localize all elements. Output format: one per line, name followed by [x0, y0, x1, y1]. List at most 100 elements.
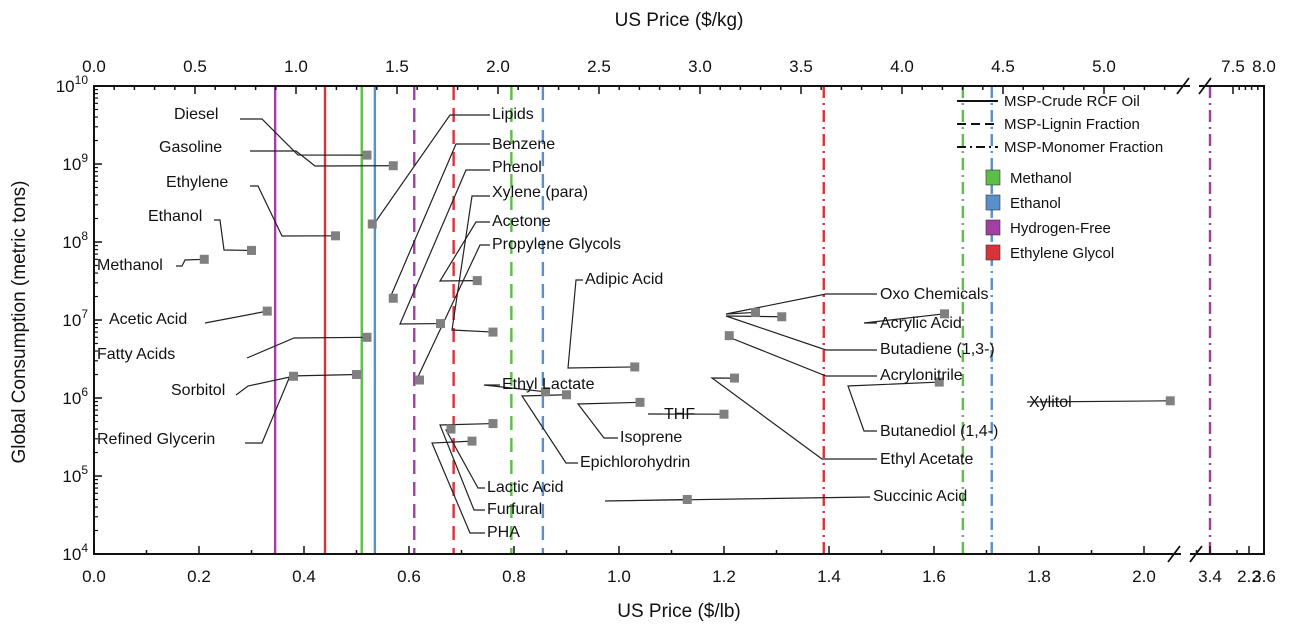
data-point-9 [367, 219, 377, 229]
legend-swatch-1 [985, 194, 1001, 211]
connector-line-20 [445, 428, 485, 489]
connector-line-5 [204, 310, 268, 324]
bottom-tick-label-10: 2.0 [1132, 567, 1156, 586]
y-tick-exp-3: 7 [81, 307, 88, 321]
axis-break-gap-bottom [1181, 551, 1190, 557]
data-point-21 [488, 419, 498, 429]
connector-line-12 [451, 195, 494, 333]
connector-lines-group [176, 114, 1171, 534]
axis-tick-labels-group: 0.0 0.2 0.4 0.6 0.8 1.0 1.2 1.4 1.6 1.8 2.0 2.2 3.4 3… [56, 57, 1276, 586]
data-label-17: Epichlorohydrin [580, 454, 690, 471]
connector-line-28 [847, 381, 940, 432]
data-point-4 [199, 254, 209, 264]
data-point-18 [635, 397, 645, 407]
data-point-6 [362, 332, 372, 342]
legend-line-label-0: MSP-Crude RCF Oil [1004, 93, 1140, 110]
y-tick-base-2: 10 [62, 389, 81, 408]
legend-scenario-label-1: Ethanol [1010, 195, 1061, 212]
y-tick-label-0: 104 [62, 541, 88, 564]
legend-swatch-0 [985, 169, 1001, 186]
data-point-23 [682, 494, 692, 504]
connector-line-18 [576, 401, 641, 439]
data-point-16 [630, 362, 640, 372]
data-label-4: Methanol [97, 257, 163, 274]
top-tick-label-11: 7.5 [1221, 57, 1245, 76]
data-point-22 [467, 436, 477, 446]
bottom-tick-label-8: 1.6 [922, 567, 946, 586]
data-point-19 [719, 409, 729, 419]
connector-line-21 [439, 422, 494, 511]
axis-break-marks [1167, 77, 1212, 563]
connector-line-7 [235, 375, 294, 396]
top-tick-label-9: 4.5 [991, 57, 1015, 76]
connector-line-11 [399, 169, 490, 325]
data-point-25 [940, 309, 949, 319]
data-label-18: Isoprene [620, 429, 682, 446]
data-label-14: Propylene Glycols [492, 236, 621, 253]
data-label-10: Benzene [492, 136, 555, 153]
top-tick-label-0: 0.0 [82, 57, 106, 76]
y-tick-exp-2: 6 [81, 385, 88, 399]
axis-break-mark-1 [1189, 545, 1203, 563]
data-point-8 [352, 370, 361, 380]
data-point-13 [472, 276, 482, 286]
bottom-tick-label-2: 0.4 [292, 567, 316, 586]
data-point-26 [777, 312, 787, 322]
connector-line-24 [725, 293, 877, 315]
data-label-24: Oxo Chemicals [880, 286, 988, 303]
connector-line-23 [604, 496, 871, 502]
y-tick-label-1: 105 [62, 463, 88, 486]
data-label-25: Acrylic Acid [880, 315, 962, 332]
data-label-23: Succinic Acid [873, 488, 967, 505]
y-tick-exp-0: 4 [81, 541, 88, 555]
data-label-2: Ethylene [166, 174, 228, 191]
axis-break-mark-3 [1198, 77, 1212, 95]
data-labels-group: Diesel Gasoline Ethylene Ethanol Methanol Ace… [97, 106, 1072, 541]
bottom-tick-label-6: 1.2 [712, 567, 736, 586]
y-tick-label-4: 108 [62, 229, 88, 252]
connector-line-3 [214, 219, 252, 252]
data-label-22: PHA [487, 524, 520, 541]
legend: MSP-Crude RCF Oil MSP-Lignin Fraction MSP-… [957, 93, 1163, 262]
connector-line-13 [438, 221, 490, 282]
data-label-29: Ethyl Acetate [880, 451, 973, 468]
connector-line-2 [250, 185, 336, 237]
y-tick-exp-1: 5 [81, 463, 88, 477]
data-label-15: Ethyl Lactate [502, 376, 595, 393]
connector-line-8 [245, 373, 357, 444]
y-tick-label-3: 107 [62, 307, 88, 330]
bottom-tick-label-11: 2.2 [1237, 567, 1261, 586]
y-tick-label-5: 109 [62, 151, 88, 174]
data-label-27: Acrylonitrile [880, 367, 963, 384]
top-tick-label-6: 3.0 [688, 57, 712, 76]
data-label-12: Xylene (para) [492, 184, 588, 201]
connector-line-30 [1026, 400, 1171, 403]
top-tick-label-5: 2.5 [587, 57, 611, 76]
axis-break-mark-0 [1167, 545, 1181, 563]
data-point-15 [541, 387, 550, 397]
data-label-1: Gasoline [159, 139, 222, 156]
connector-line-17 [520, 394, 578, 464]
axis-break-gap-top [1190, 83, 1199, 89]
data-point-28 [934, 377, 944, 387]
plot-frame [93, 85, 1265, 555]
top-tick-label-12: 8.0 [1252, 57, 1276, 76]
legend-scenario-label-2: Hydrogen-Free [1010, 220, 1111, 237]
data-point-24 [751, 307, 760, 317]
legend-scenario-label-0: Methanol [1010, 170, 1072, 187]
y-tick-base-3: 10 [62, 311, 81, 330]
top-axis-title: US Price ($/kg) [615, 10, 744, 31]
bottom-tick-label-9: 1.8 [1027, 567, 1051, 586]
data-label-9: Lipids [492, 106, 534, 123]
axis-ticks-group [93, 85, 1265, 555]
y-tick-base-4: 10 [62, 233, 81, 252]
bottom-tick-label-0: 0.0 [82, 567, 106, 586]
legend-line-label-2: MSP-Monomer Fraction [1004, 139, 1163, 156]
data-label-0: Diesel [174, 106, 218, 123]
top-tick-label-1: 0.5 [183, 57, 207, 76]
axis-break-mark-2 [1176, 77, 1190, 95]
data-label-7: Sorbitol [171, 382, 225, 399]
data-point-27 [724, 331, 734, 341]
top-tick-label-7: 3.5 [789, 57, 813, 76]
